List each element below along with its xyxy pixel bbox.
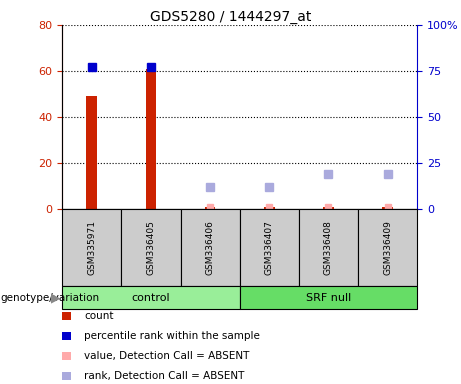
Text: GDS5280 / 1444297_at: GDS5280 / 1444297_at xyxy=(150,10,311,23)
Text: GSM335971: GSM335971 xyxy=(87,220,96,275)
Bar xyxy=(264,207,275,209)
Text: SRF null: SRF null xyxy=(306,293,351,303)
Text: GSM336407: GSM336407 xyxy=(265,220,274,275)
Bar xyxy=(323,207,334,209)
Bar xyxy=(87,96,97,209)
Text: rank, Detection Call = ABSENT: rank, Detection Call = ABSENT xyxy=(84,371,245,381)
Bar xyxy=(205,207,215,209)
Bar xyxy=(146,69,156,209)
Text: GSM336405: GSM336405 xyxy=(147,220,155,275)
Text: GSM336409: GSM336409 xyxy=(383,220,392,275)
Text: value, Detection Call = ABSENT: value, Detection Call = ABSENT xyxy=(84,351,250,361)
Text: GSM336408: GSM336408 xyxy=(324,220,333,275)
Bar xyxy=(382,207,393,209)
Text: GSM336406: GSM336406 xyxy=(206,220,215,275)
Text: ▶: ▶ xyxy=(51,291,60,304)
Text: genotype/variation: genotype/variation xyxy=(0,293,99,303)
Text: percentile rank within the sample: percentile rank within the sample xyxy=(84,331,260,341)
Text: count: count xyxy=(84,311,114,321)
Text: control: control xyxy=(132,293,170,303)
